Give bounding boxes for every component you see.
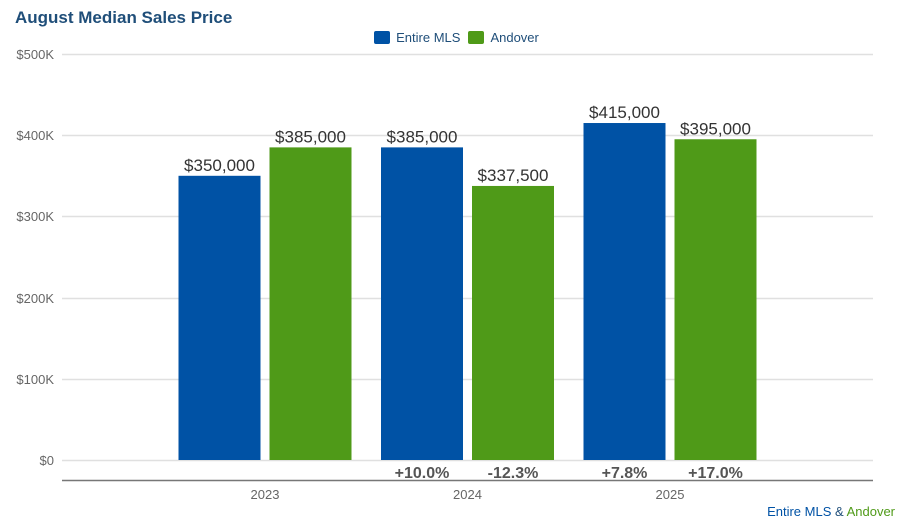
data-label: $385,000	[275, 127, 346, 146]
legend: Entire MLS Andover	[0, 30, 913, 45]
legend-item-andover[interactable]: Andover	[468, 30, 539, 45]
chart-title: August Median Sales Price	[15, 8, 233, 27]
data-label: $337,500	[478, 166, 549, 185]
bar-entire-mls-2024	[381, 147, 463, 460]
change-label: +7.8%	[602, 465, 648, 482]
x-tick-label: 2023	[251, 487, 280, 502]
bar-andover-2023	[269, 147, 352, 460]
y-tick-label: $200K	[16, 291, 54, 306]
bar-andover-2024	[472, 185, 554, 460]
data-label: $350,000	[184, 156, 255, 175]
x-tick-label: 2024	[453, 487, 482, 502]
bar-andover-2025	[674, 139, 757, 460]
change-label: +10.0%	[395, 465, 450, 482]
bar-entire-mls-2025	[583, 123, 666, 461]
x-tick-label: 2025	[656, 487, 685, 502]
footer-separator: &	[831, 504, 847, 519]
y-tick-label: $0	[40, 453, 54, 468]
legend-label-andover: Andover	[490, 30, 539, 45]
y-tick-label: $300K	[16, 209, 54, 224]
change-label: -12.3%	[488, 465, 539, 482]
y-tick-label: $400K	[16, 128, 54, 143]
y-tick-label: $500K	[16, 47, 54, 62]
change-label: +17.0%	[688, 465, 743, 482]
legend-swatch-andover	[468, 31, 485, 44]
footer-series-a: Entire MLS	[767, 504, 832, 519]
legend-item-entire-mls[interactable]: Entire MLS	[374, 30, 460, 45]
legend-swatch-entire-mls	[374, 31, 391, 44]
bar-entire-mls-2023	[178, 175, 261, 461]
y-tick-label: $100K	[16, 372, 54, 387]
legend-label-entire-mls: Entire MLS	[396, 30, 461, 45]
data-label: $395,000	[680, 119, 751, 138]
data-label: $415,000	[589, 103, 660, 122]
footer-note: Entire MLS & Andover	[767, 504, 895, 519]
footer-series-b: Andover	[846, 504, 895, 519]
data-label: $385,000	[387, 127, 458, 146]
